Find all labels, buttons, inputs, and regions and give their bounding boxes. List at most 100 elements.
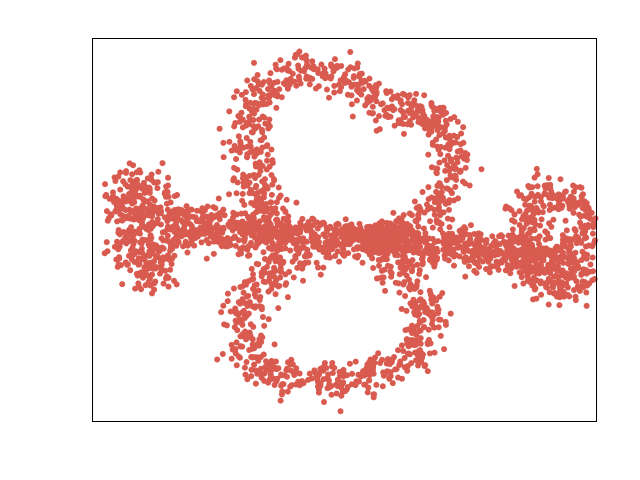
- scatter-point: [230, 209, 237, 216]
- scatter-point: [231, 164, 238, 171]
- scatter-point: [268, 357, 275, 364]
- scatter-point: [375, 350, 382, 357]
- scatter-point: [201, 230, 208, 237]
- scatter-point: [191, 242, 198, 249]
- scatter-point: [401, 253, 408, 260]
- scatter-point: [332, 252, 339, 259]
- scatter-point: [550, 284, 557, 291]
- scatter-point: [398, 306, 405, 313]
- scatter-point: [134, 229, 141, 236]
- scatter-point: [112, 178, 119, 184]
- scatter-point: [583, 302, 590, 309]
- scatter-point: [381, 107, 388, 114]
- scatter-point: [239, 343, 246, 350]
- scatter-point: [135, 208, 142, 215]
- scatter-point: [240, 289, 247, 296]
- scatter-point: [331, 230, 338, 237]
- scatter-point: [401, 91, 408, 98]
- scatter-point: [154, 216, 161, 223]
- scatter-point: [116, 231, 123, 238]
- scatter-points: [101, 48, 599, 415]
- scatter-point: [366, 95, 373, 102]
- scatter-point: [557, 176, 564, 183]
- scatter-point: [305, 259, 312, 266]
- scatter-point: [419, 254, 426, 261]
- scatter-point: [146, 248, 153, 255]
- scatter-point: [237, 300, 244, 307]
- scatter-point: [444, 185, 451, 192]
- scatter-point: [398, 375, 405, 382]
- scatter-point: [341, 79, 348, 86]
- scatter-point: [198, 216, 205, 223]
- scatter-point: [165, 193, 172, 200]
- scatter-point: [129, 208, 136, 215]
- scatter-point: [232, 242, 239, 249]
- scatter-point: [160, 254, 167, 261]
- scatter-point: [461, 245, 468, 252]
- scatter-point: [278, 225, 285, 232]
- scatter-point: [329, 370, 336, 377]
- scatter-point: [245, 213, 252, 220]
- scatter-point: [379, 356, 386, 363]
- scatter-point: [545, 175, 552, 182]
- scatter-point: [234, 179, 241, 186]
- scatter-point: [489, 233, 496, 240]
- scatter-point: [256, 342, 263, 349]
- scatter-point: [556, 302, 563, 309]
- scatter-point: [127, 267, 134, 274]
- scatter-point: [533, 165, 540, 172]
- scatter-point: [580, 282, 587, 289]
- scatter-point: [167, 266, 174, 273]
- scatter-point: [437, 316, 444, 323]
- scatter-point: [433, 170, 440, 177]
- scatter-point: [592, 237, 598, 244]
- scatter-point: [292, 237, 299, 244]
- scatter-point: [266, 270, 273, 277]
- scatter-point: [315, 234, 322, 241]
- scatter-point: [571, 287, 578, 294]
- scatter-point: [550, 250, 557, 257]
- scatter-point: [408, 121, 415, 128]
- scatter-point: [417, 340, 424, 347]
- scatter-point: [152, 278, 159, 285]
- scatter-point: [159, 267, 166, 274]
- scatter-point: [235, 133, 242, 140]
- scatter-point: [250, 117, 257, 124]
- scatter-point: [445, 199, 452, 206]
- scatter-point: [238, 210, 245, 217]
- scatter-point: [227, 218, 234, 225]
- scatter-point: [417, 289, 424, 296]
- scatter-point: [401, 223, 408, 230]
- scatter-point: [249, 303, 256, 310]
- scatter-point: [250, 211, 257, 218]
- scatter-point: [442, 144, 449, 151]
- scatter-point: [146, 259, 153, 266]
- scatter-point: [207, 232, 214, 239]
- scatter-point: [521, 256, 528, 263]
- scatter-point: [238, 319, 245, 326]
- scatter-point: [576, 184, 583, 191]
- scatter-point: [220, 302, 227, 309]
- scatter-point: [252, 160, 259, 167]
- scatter-point: [460, 124, 467, 131]
- scatter-point: [289, 230, 296, 237]
- scatter-point: [333, 63, 340, 70]
- scatter-point: [258, 332, 265, 339]
- scatter-point: [586, 268, 593, 275]
- scatter-point: [346, 360, 353, 367]
- scatter-point: [247, 99, 254, 106]
- scatter-point: [535, 209, 542, 216]
- scatter-point: [410, 231, 417, 238]
- scatter-point: [533, 270, 540, 277]
- scatter-point: [350, 73, 357, 80]
- scatter-point: [525, 183, 532, 190]
- scatter-point: [249, 336, 256, 343]
- scatter-point: [355, 87, 362, 94]
- scatter-point: [259, 126, 266, 133]
- scatter-point: [337, 408, 344, 415]
- scatter-point: [349, 370, 356, 377]
- scatter-point: [236, 354, 243, 361]
- scatter-point: [147, 225, 154, 232]
- scatter-point: [197, 224, 204, 231]
